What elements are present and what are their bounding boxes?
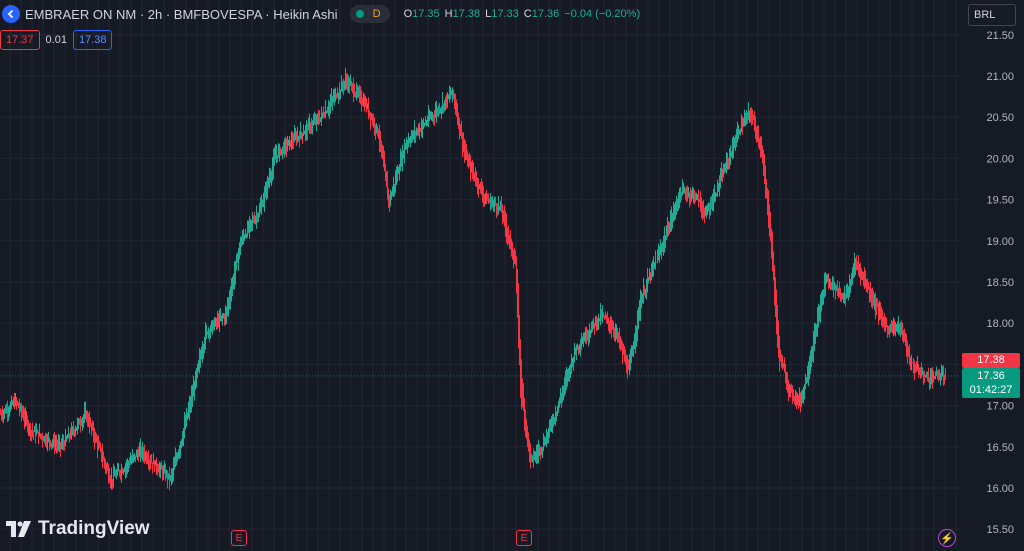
ohlc-values: O17.35 H17.38 L17.33 C17.36 −0.04 (−0.20… bbox=[404, 8, 641, 20]
price-axis-tick-label: 20.00 bbox=[986, 153, 1014, 165]
price-axis-tick-label: 19.00 bbox=[986, 236, 1014, 248]
last-price-value: 17.36 bbox=[977, 370, 1005, 382]
high-value: 17.38 bbox=[452, 8, 481, 20]
low-label: L bbox=[485, 8, 492, 20]
price-axis-tick-label: 17.00 bbox=[986, 401, 1014, 413]
price-axis-tick-label: 21.00 bbox=[986, 71, 1014, 83]
market-status[interactable]: D bbox=[349, 5, 390, 23]
sell-price-button[interactable]: 17.37 bbox=[0, 30, 40, 50]
market-open-dot-icon bbox=[355, 10, 364, 18]
low-value: 17.33 bbox=[491, 8, 519, 20]
tradingview-logo[interactable]: TradingView bbox=[6, 518, 150, 540]
delayed-data-badge: D bbox=[369, 7, 384, 21]
close-label: C bbox=[523, 8, 532, 20]
price-axis-tick-label: 20.50 bbox=[986, 112, 1014, 124]
ask-price-tag: 17.38 bbox=[962, 353, 1020, 368]
price-axis-tick-label: 16.50 bbox=[986, 442, 1014, 454]
bar-countdown: 01:42:27 bbox=[969, 384, 1013, 396]
price-axis-tick-label: 18.50 bbox=[986, 277, 1014, 289]
back-arrow-icon[interactable] bbox=[2, 5, 20, 23]
symbol-title[interactable]: EMBRAER ON NM · 2h · BMFBOVESPA · Heikin… bbox=[25, 6, 338, 22]
last-price-tag: 17.36 01:42:27 bbox=[962, 368, 1020, 398]
price-axis-tick-label: 21.50 bbox=[986, 30, 1014, 42]
open-value: 17.35 bbox=[412, 8, 440, 20]
quote-row: 17.37 0.01 17.38 bbox=[0, 30, 113, 50]
open-label: O bbox=[403, 8, 413, 20]
high-label: H bbox=[444, 8, 453, 20]
tradingview-logo-icon bbox=[6, 521, 31, 537]
close-value: 17.36 bbox=[531, 8, 560, 20]
price-axis-tick-label: 16.00 bbox=[986, 483, 1014, 495]
spread-value: 0.01 bbox=[45, 34, 67, 46]
chart-grid bbox=[0, 0, 960, 551]
lightning-icon[interactable]: ⚡ bbox=[938, 529, 956, 547]
price-axis-tick-label: 18.00 bbox=[986, 318, 1014, 330]
earnings-marker[interactable]: E bbox=[516, 530, 532, 546]
candles bbox=[0, 67, 946, 491]
chart-legend: EMBRAER ON NM · 2h · BMFBOVESPA · Heikin… bbox=[0, 0, 640, 28]
currency-selector[interactable]: BRL bbox=[968, 4, 1016, 26]
price-axis-tick-label: 19.50 bbox=[986, 195, 1014, 207]
buy-price-button[interactable]: 17.38 bbox=[72, 30, 113, 50]
change-value: −0.04 (−0.20%) bbox=[564, 8, 641, 20]
price-axis: 21.50 21.00 20.50 20.00 19.50 19.00 18.50 18.00… bbox=[986, 30, 1014, 536]
earnings-marker[interactable]: E bbox=[231, 530, 247, 546]
logo-text: TradingView bbox=[38, 518, 150, 539]
price-axis-tick-label: 15.50 bbox=[986, 524, 1014, 536]
